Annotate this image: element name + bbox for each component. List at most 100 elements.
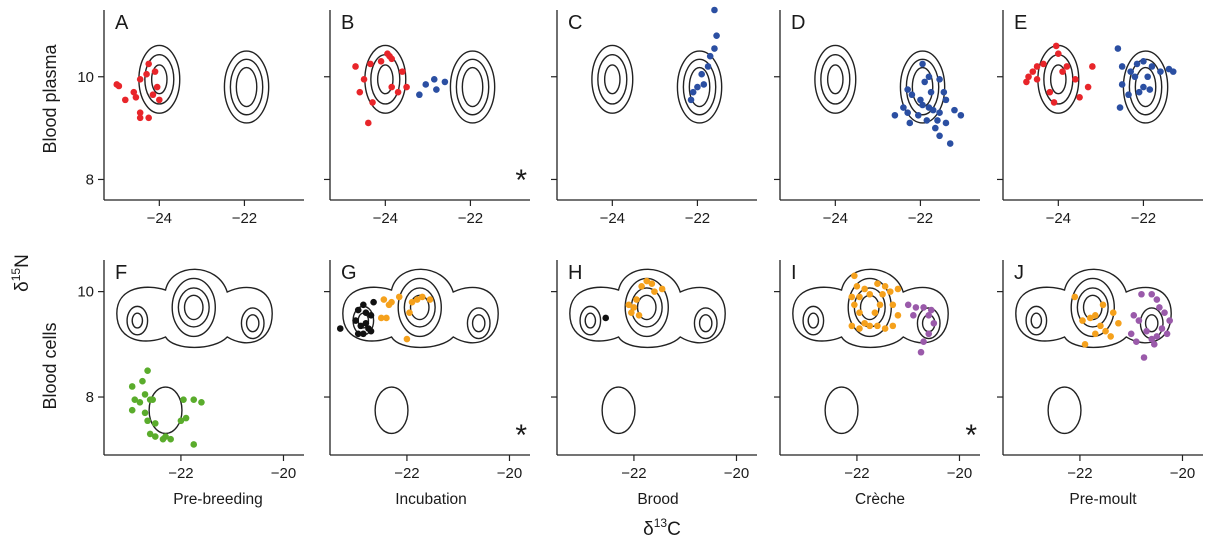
data-point <box>151 420 159 427</box>
column-label-pre-moult: Pre-moult <box>1069 491 1137 508</box>
data-point <box>1138 290 1145 298</box>
data-point <box>630 304 638 311</box>
panel-letter: H <box>568 262 582 284</box>
source-contour <box>1043 53 1074 105</box>
series-blue <box>1114 45 1177 111</box>
data-point <box>1092 312 1099 319</box>
data-point <box>651 288 658 295</box>
source-contour <box>698 314 713 333</box>
data-point <box>917 348 925 356</box>
source-contour <box>1047 386 1082 435</box>
x-tick-label: −22 <box>621 465 646 482</box>
source-contour <box>1139 307 1164 340</box>
source-contour <box>374 386 409 435</box>
source-envelope-contour <box>1015 268 1172 349</box>
series-purple <box>904 301 938 356</box>
data-point <box>1055 50 1062 57</box>
panel-letter: D <box>791 12 805 34</box>
source-contour <box>223 50 270 124</box>
source-contours <box>138 44 270 124</box>
data-point <box>128 383 136 390</box>
data-point <box>886 288 894 295</box>
data-point <box>1140 83 1147 91</box>
y-tick-label: 8 <box>86 389 94 406</box>
data-point <box>1125 91 1132 99</box>
data-point <box>1097 322 1104 330</box>
data-point <box>894 312 902 319</box>
source-contours <box>814 44 946 124</box>
significance-marker: * <box>965 419 977 452</box>
data-point <box>1052 42 1060 50</box>
data-point <box>1127 68 1134 75</box>
data-point <box>861 285 868 293</box>
data-point <box>144 417 151 425</box>
data-point <box>1146 86 1154 93</box>
data-point <box>638 283 645 290</box>
data-point <box>182 414 190 422</box>
data-point <box>422 81 430 88</box>
source-contour <box>584 312 597 329</box>
source-contour <box>171 277 216 338</box>
data-point <box>711 45 718 52</box>
data-point <box>151 433 159 440</box>
data-point <box>370 298 377 306</box>
x-tick-label: −22 <box>685 210 710 227</box>
source-envelope-contour <box>792 268 949 349</box>
data-point <box>900 104 907 111</box>
data-point <box>1148 335 1156 343</box>
data-point <box>919 101 926 109</box>
data-point <box>139 377 146 385</box>
data-point <box>1040 60 1047 68</box>
data-point <box>871 309 879 317</box>
row-label-blood-plasma: Blood plasma <box>40 43 60 153</box>
source-envelope-contour <box>116 268 273 349</box>
source-contour <box>235 66 258 108</box>
data-point <box>1081 341 1089 348</box>
data-point <box>921 78 928 86</box>
data-point <box>934 117 941 124</box>
data-point <box>1099 301 1107 309</box>
data-point <box>856 325 863 332</box>
data-point <box>643 277 651 285</box>
data-point <box>121 96 129 104</box>
source-contour <box>150 64 168 95</box>
data-point <box>1033 63 1041 70</box>
data-point <box>936 109 943 117</box>
source-contours <box>591 44 723 124</box>
data-point <box>856 309 863 317</box>
source-contour <box>814 44 857 114</box>
source-contour <box>449 50 496 124</box>
data-point <box>874 322 881 330</box>
data-point <box>925 73 933 81</box>
x-tick-label: −22 <box>908 210 933 227</box>
data-point <box>932 124 939 132</box>
data-point <box>136 398 144 406</box>
data-point <box>1148 63 1156 70</box>
data-point <box>153 83 161 91</box>
data-point <box>853 283 861 290</box>
data-point <box>1029 68 1037 75</box>
data-point <box>917 96 924 104</box>
x-axis-title: δ13C <box>643 516 681 540</box>
series-black <box>602 314 610 322</box>
data-point <box>861 319 868 327</box>
data-point <box>1163 330 1171 338</box>
data-point <box>1169 68 1177 75</box>
data-point <box>1140 354 1148 361</box>
source-contour <box>1049 64 1067 95</box>
x-tick-label: −22 <box>232 210 257 227</box>
data-point <box>628 309 635 317</box>
source-contour <box>177 287 210 328</box>
data-point <box>408 298 416 306</box>
data-point <box>866 290 874 298</box>
data-point <box>602 314 610 322</box>
source-contour <box>397 277 442 338</box>
data-point <box>927 88 935 96</box>
data-point <box>394 88 402 96</box>
data-point <box>687 96 695 104</box>
data-point <box>923 117 931 124</box>
series-blue <box>687 6 720 104</box>
data-point <box>141 391 149 398</box>
data-point <box>936 76 943 83</box>
data-point <box>1046 88 1054 96</box>
